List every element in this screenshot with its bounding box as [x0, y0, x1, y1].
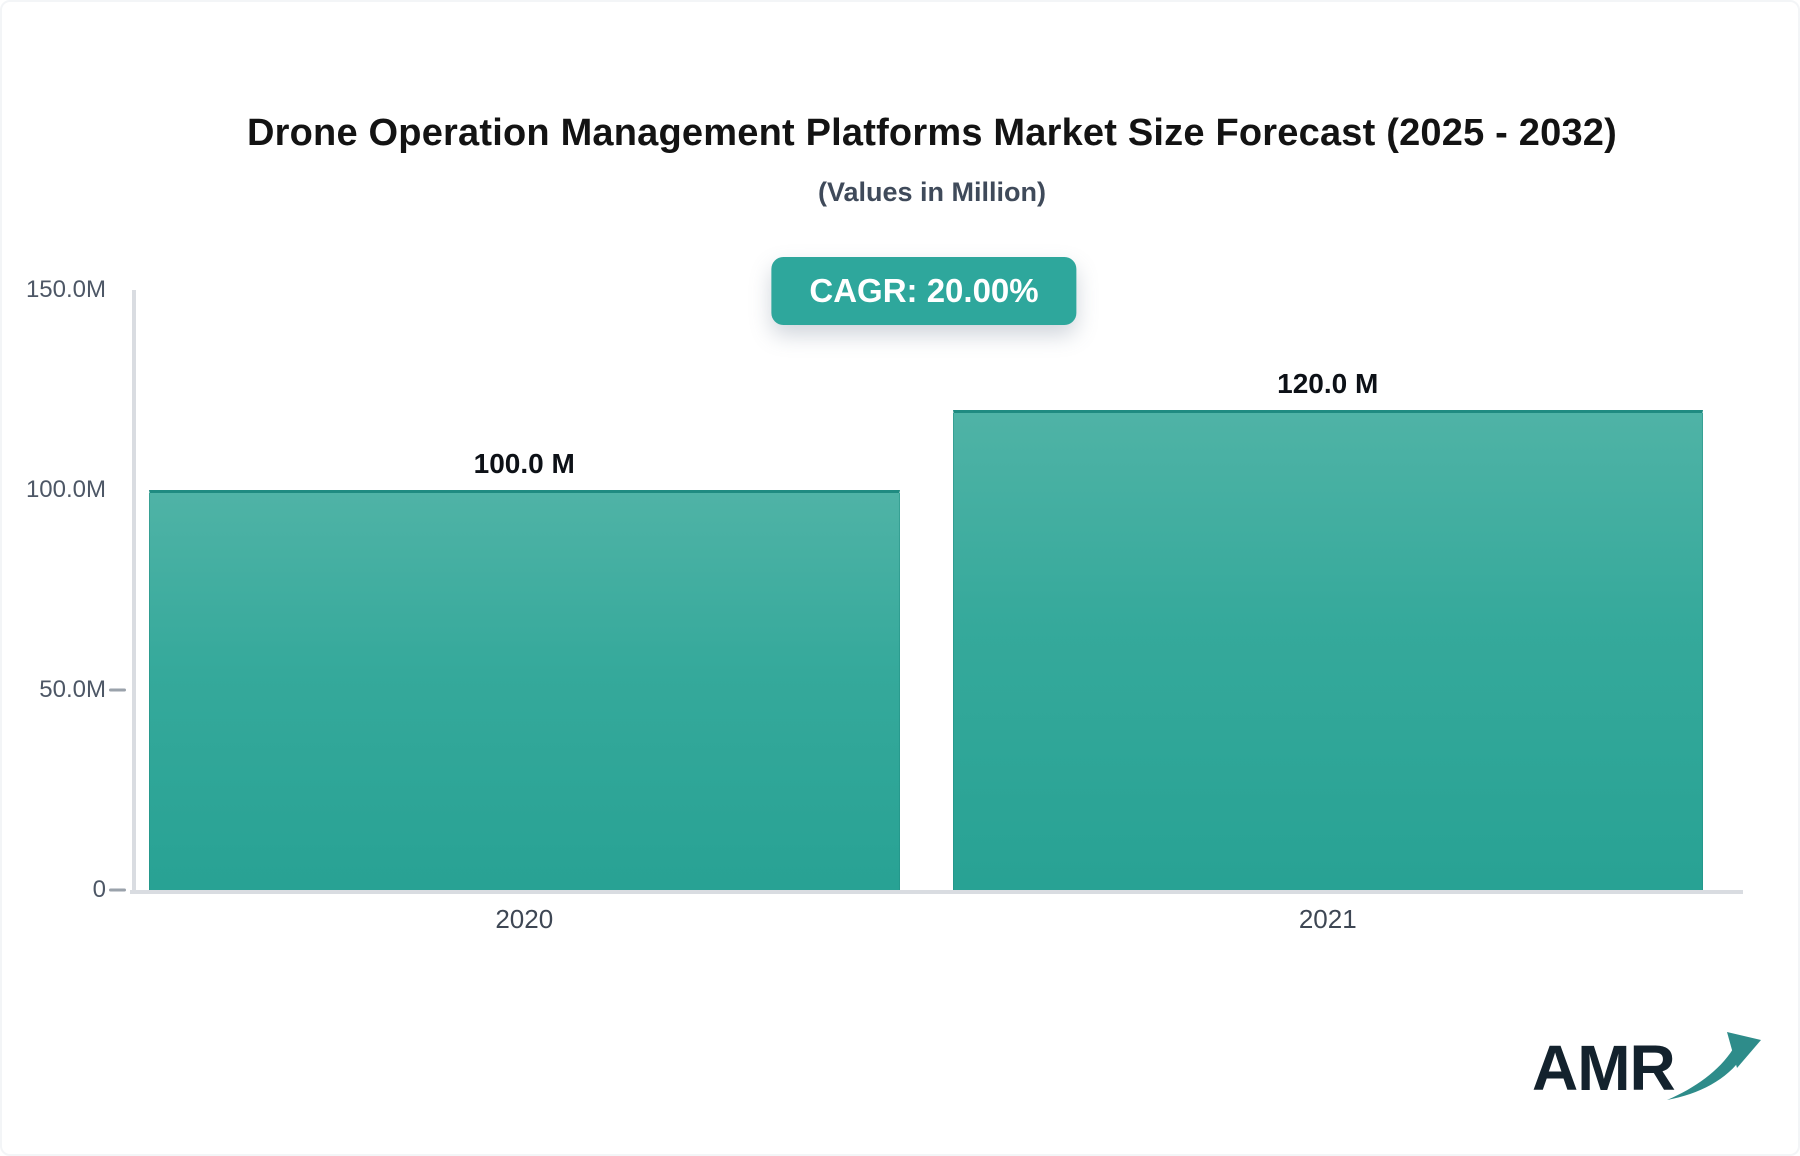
- y-axis-line: [132, 290, 136, 893]
- amr-logo-text: AMR: [1532, 1032, 1676, 1104]
- amr-logo-arrow-icon: [1666, 1032, 1761, 1100]
- x-axis-line: [130, 890, 1743, 894]
- y-tick-label: 150.0M: [25, 276, 106, 303]
- y-tick-label: 0: [92, 876, 106, 903]
- chart-title: Drone Operation Management Platforms Mar…: [247, 112, 1617, 154]
- x-tick-label: 2021: [1298, 904, 1357, 934]
- bar-plot-area: 100.0 M 120.0 M: [136, 290, 1743, 890]
- chart-header: Drone Operation Management Platforms Mar…: [66, 2, 1798, 208]
- y-tick-label: 50.0M: [39, 676, 106, 703]
- bar-value-label: 100.0 M: [473, 448, 575, 479]
- y-tick-dash: [109, 688, 126, 692]
- chart-subtitle: (Values in Million): [817, 177, 1047, 207]
- cagr-badge: CAGR: 20.00%: [771, 257, 1077, 325]
- bar-value-label: 120.0 M: [1277, 368, 1379, 399]
- bar-2020: [149, 490, 900, 890]
- y-tick-label: 100.0M: [25, 476, 106, 503]
- bar-2021: [952, 410, 1703, 890]
- amr-logo: AMR: [1532, 1030, 1765, 1106]
- y-tick-dash: [109, 888, 126, 892]
- x-tick-label: 2020: [495, 904, 554, 934]
